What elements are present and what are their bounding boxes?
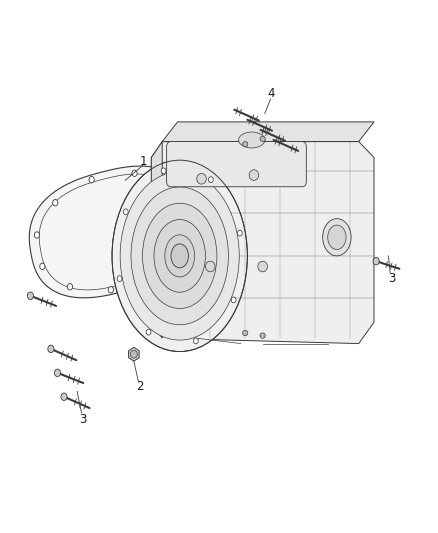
Polygon shape <box>129 348 139 361</box>
Ellipse shape <box>53 199 58 206</box>
Ellipse shape <box>205 261 215 272</box>
Ellipse shape <box>34 232 39 238</box>
Ellipse shape <box>168 182 173 189</box>
Ellipse shape <box>131 187 229 325</box>
Ellipse shape <box>154 220 205 292</box>
Ellipse shape <box>260 136 265 142</box>
Polygon shape <box>151 142 162 338</box>
Text: 3: 3 <box>79 413 86 425</box>
Ellipse shape <box>194 338 198 344</box>
Ellipse shape <box>237 230 242 236</box>
Ellipse shape <box>27 292 33 300</box>
Ellipse shape <box>48 345 54 353</box>
Ellipse shape <box>243 142 248 147</box>
Ellipse shape <box>124 209 128 215</box>
Polygon shape <box>151 142 374 344</box>
Ellipse shape <box>112 160 247 352</box>
FancyBboxPatch shape <box>166 142 306 187</box>
Ellipse shape <box>120 172 239 340</box>
Ellipse shape <box>40 263 45 270</box>
Ellipse shape <box>231 297 236 303</box>
Ellipse shape <box>108 287 113 293</box>
Ellipse shape <box>146 329 151 335</box>
Ellipse shape <box>54 369 60 376</box>
Ellipse shape <box>328 225 346 249</box>
Ellipse shape <box>161 168 166 174</box>
Ellipse shape <box>61 393 67 400</box>
Ellipse shape <box>373 257 379 265</box>
Ellipse shape <box>249 169 259 180</box>
Ellipse shape <box>132 170 137 176</box>
Ellipse shape <box>67 284 73 290</box>
Polygon shape <box>162 122 374 142</box>
Ellipse shape <box>171 244 188 268</box>
Text: 4: 4 <box>268 87 275 100</box>
Ellipse shape <box>260 333 265 338</box>
Ellipse shape <box>89 176 94 183</box>
Ellipse shape <box>185 209 190 216</box>
Ellipse shape <box>178 243 184 249</box>
Ellipse shape <box>142 203 217 309</box>
Text: 1: 1 <box>140 155 148 168</box>
Ellipse shape <box>323 219 351 256</box>
Text: 2: 2 <box>136 380 143 393</box>
Ellipse shape <box>208 177 213 182</box>
Ellipse shape <box>239 132 265 148</box>
Text: 3: 3 <box>388 272 395 285</box>
Ellipse shape <box>243 330 248 336</box>
Ellipse shape <box>150 271 155 278</box>
Ellipse shape <box>197 173 206 184</box>
Ellipse shape <box>117 276 122 281</box>
Polygon shape <box>29 166 195 298</box>
Ellipse shape <box>131 350 138 358</box>
Ellipse shape <box>258 261 268 272</box>
Ellipse shape <box>165 235 194 277</box>
